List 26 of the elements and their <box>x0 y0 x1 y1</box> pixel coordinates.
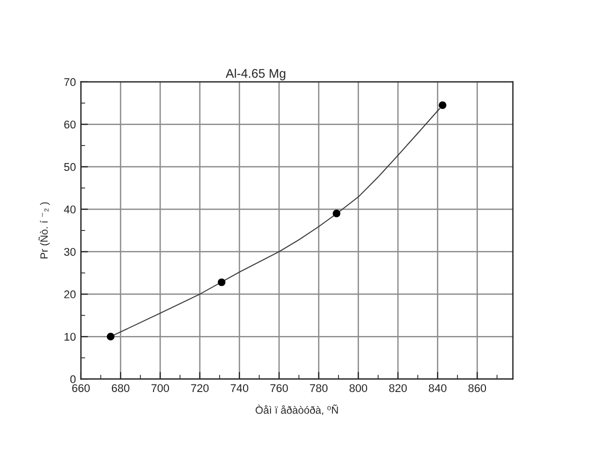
point <box>106 332 114 340</box>
y-tick-label: 0 <box>70 375 76 384</box>
x-tick-label: 680 <box>112 384 130 392</box>
x-tick-label: 700 <box>151 384 170 392</box>
x-axis-title: Òåì ï åðàòóðà, ⁰Ñ <box>256 404 338 416</box>
point <box>332 210 340 218</box>
y-tick-label: 30 <box>64 248 76 256</box>
x-tick-label: 860 <box>468 384 486 392</box>
x-tick-label: 800 <box>350 384 368 392</box>
y-tick-label: 40 <box>64 206 76 214</box>
point <box>218 278 226 286</box>
y-axis-title: Pr (Ñò. í ⁻₂ ) <box>38 202 50 258</box>
y-tick-label: 20 <box>64 290 76 298</box>
x-tick-label: 840 <box>428 384 446 392</box>
x-tick-label: 740 <box>230 384 248 392</box>
x-tick-label: 820 <box>389 384 407 392</box>
x-tick-label: 760 <box>270 384 288 392</box>
y-tick-label: 70 <box>64 78 76 86</box>
y-tick-label: 10 <box>64 332 76 341</box>
x-tick-label: 780 <box>310 384 328 392</box>
point <box>438 101 446 110</box>
x-tick-label: 720 <box>191 384 209 392</box>
y-tick-label: 50 <box>64 163 76 171</box>
y-tick-label: 60 <box>64 120 76 128</box>
chart-title: Al-4.65 Mg <box>226 68 286 80</box>
x-tick-label: 660 <box>72 384 90 392</box>
